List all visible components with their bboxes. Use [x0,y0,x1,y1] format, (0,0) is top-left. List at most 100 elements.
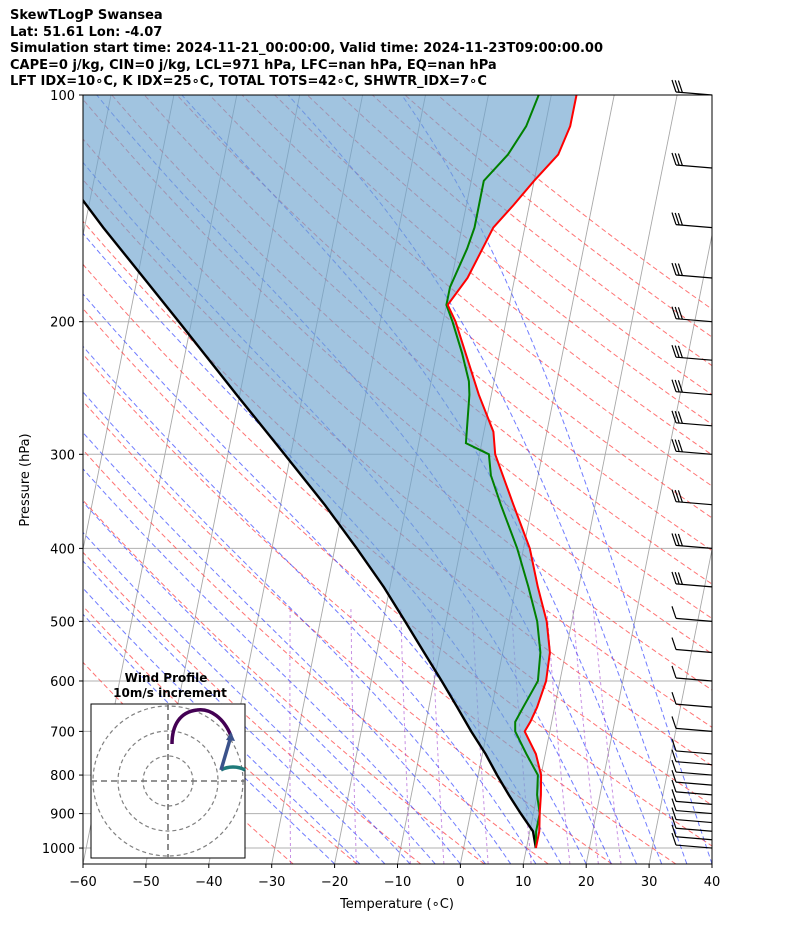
wind-profile-inset: Wind Profile 10m/s increment [90,671,246,859]
x-tick-label: 10 [515,875,532,890]
moist-adiabat [83,293,562,864]
mixing-ratio-line [431,607,445,864]
hodograph-mid-segment [219,735,233,771]
x-axis-label: Temperature (∘C) [339,897,454,912]
wind-barb [671,152,713,169]
mixing-ratio-line [546,607,571,864]
wind-barb-staff [675,164,713,169]
wind-barb [671,824,713,841]
wind-barb [671,716,713,732]
moist-adiabat [83,345,537,864]
wind-barb-flag [677,533,683,547]
isotherm [711,861,712,864]
wind-barb-flag [677,380,683,393]
wind-barb-staff [675,818,713,824]
wind-barb-staff [675,677,713,682]
mixing-ratio-line [289,607,292,864]
wind-barb-flag [671,489,677,502]
wind-barb-flag [677,80,683,93]
wind-barb [671,665,713,682]
cape-line: CAPE=0 j/kg, CIN=0 j/kg, LCL=971 hPa, LF… [10,57,497,73]
dry-adiabat [83,449,549,864]
dry-adiabat [274,95,712,456]
wind-barb-staff [675,501,713,506]
wind-barb-flag [677,490,683,503]
isotherm [648,547,712,864]
wind-profile-ring [117,730,219,832]
time-line: Simulation start time: 2024-11-21_00:00:… [10,41,603,56]
wind-barb-flag [677,572,683,585]
wind-barb-staff [675,391,713,396]
wind-barb [671,769,713,786]
wind-barb-flag [674,533,680,546]
wind-barb-staff [675,750,713,755]
hodograph-arrow [226,732,235,741]
wind-barb-flag [671,262,677,276]
location-line: Lat: 51.61 Lon: -4.07 [10,24,163,40]
wind-barb-flag [671,807,677,820]
wind-barb-staff [675,809,713,815]
moist-adiabat [83,501,436,864]
y-tick-label: 700 [50,725,75,740]
wind-barb [671,832,713,849]
isotherm [83,95,112,238]
y-tick-label: 1000 [42,842,75,857]
x-tick-label: −50 [132,875,159,890]
wind-barb-flag [677,213,683,226]
wind-barb-flag [671,306,677,319]
moist-adiabat [83,391,512,864]
wind-barb-flag [677,345,683,358]
dewpoint-line [445,95,542,849]
dry-adiabat [176,95,712,552]
y-tick-label: 100 [50,89,75,104]
wind-barb-flag [671,439,677,452]
dry-adiabat [83,178,712,728]
wind-barb-staff [675,761,713,766]
wind-barb-flag [671,410,677,424]
wind-barb-flag [671,79,677,93]
mixing-ratio-line [350,607,357,864]
wind-barb-staff [675,583,713,588]
isotherm [775,95,794,864]
wind-barb-staff [675,836,713,841]
wind-barb-flag [674,489,680,503]
wind-barb [671,571,713,588]
chart-title: SkewTLogP Swansea [10,8,163,23]
wind-barb-flag [674,306,680,320]
wind-barb-flag [674,379,680,393]
x-tick-label: −30 [258,875,285,890]
wind-barb-flag [674,439,680,452]
wind-barb [671,759,713,776]
wind-barb-flag [671,637,677,650]
mixing-ratio-line [592,607,622,864]
wind-barb-flag [671,152,677,166]
x-tick-label: −10 [384,875,411,890]
wind-barb-flag [674,572,680,585]
wind-barb-flag [671,769,677,783]
wind-barb [671,345,713,361]
wind-barb-flag [674,153,680,166]
wind-barb-staff [675,781,713,786]
wind-barb [671,606,713,622]
wind-barb-staff [675,648,713,654]
wind-barb-flag [671,606,677,619]
wind-barb [671,637,713,654]
wind-barb-staff [675,617,713,622]
moist-adiabat [83,560,386,864]
chart-header: SkewTLogP Swansea Lat: 51.61 Lon: -4.07 … [10,8,603,91]
isotherm [522,95,678,864]
y-tick-label: 300 [50,448,75,463]
wind-barb-flag [671,832,677,846]
wind-barb [671,533,713,549]
wind-barb-flag [677,411,683,424]
wind-barb [671,691,713,708]
wind-barb-flag [674,410,680,424]
wind-barb [671,410,713,427]
wind-profile-subtitle: 10m/s increment [113,686,227,700]
wind-barb [671,807,713,824]
wind-barb [671,79,713,96]
wind-barb-flag [671,738,677,752]
wind-barb-staff [675,771,713,776]
x-tick-label: −20 [321,875,348,890]
isotherm [585,232,712,864]
